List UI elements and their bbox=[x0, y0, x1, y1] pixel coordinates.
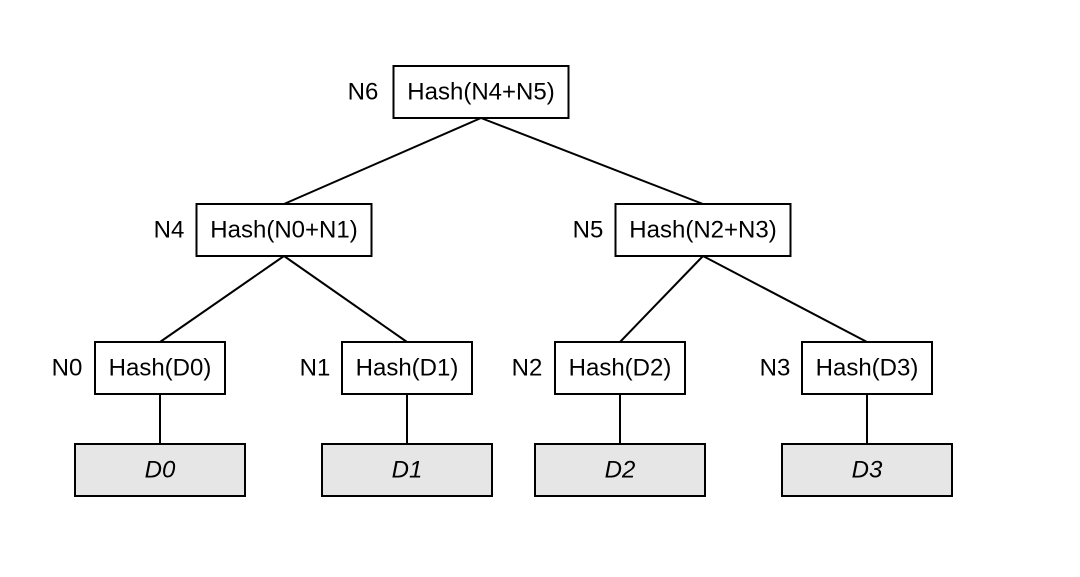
node-label-N3: Hash(D3) bbox=[816, 354, 919, 381]
edge-N4-N0 bbox=[160, 256, 284, 342]
hash-node-N3: Hash(D3) N3 bbox=[760, 342, 932, 394]
edge-N6-N4 bbox=[284, 118, 481, 204]
hash-node-N1: Hash(D1) N1 bbox=[300, 342, 472, 394]
data-node-D2: D2 bbox=[535, 444, 705, 496]
node-label-D3: D3 bbox=[852, 456, 883, 483]
hash-node-N4: Hash(N0+N1) N4 bbox=[154, 204, 372, 256]
node-name-N3: N3 bbox=[760, 354, 791, 381]
node-label-D2: D2 bbox=[605, 456, 636, 483]
node-label-N5: Hash(N2+N3) bbox=[629, 216, 776, 243]
node-label-N2: Hash(D2) bbox=[569, 354, 672, 381]
hash-node-N2: Hash(D2) N2 bbox=[512, 342, 685, 394]
edge-N5-N2 bbox=[620, 256, 703, 342]
data-node-D0: D0 bbox=[75, 444, 245, 496]
node-label-D0: D0 bbox=[145, 456, 176, 483]
node-label-D1: D1 bbox=[392, 456, 423, 483]
edge-N6-N5 bbox=[481, 118, 703, 204]
data-node-D3: D3 bbox=[782, 444, 952, 496]
edge-N5-N3 bbox=[703, 256, 867, 342]
edge-N4-N1 bbox=[284, 256, 407, 342]
node-name-N5: N5 bbox=[573, 216, 604, 243]
node-label-N0: Hash(D0) bbox=[109, 354, 212, 381]
node-name-N1: N1 bbox=[300, 354, 331, 381]
merkle-tree-diagram: Hash(N4+N5)N6Hash(N0+N1)N4Hash(N2+N3)N5H… bbox=[0, 0, 1080, 577]
node-name-N0: N0 bbox=[52, 354, 83, 381]
hash-node-N6: Hash(N4+N5) N6 bbox=[348, 66, 569, 118]
data-node-D1: D1 bbox=[322, 444, 492, 496]
edges-group bbox=[160, 118, 867, 444]
node-label-N6: Hash(N4+N5) bbox=[407, 78, 554, 105]
hash-node-N0: Hash(D0) N0 bbox=[52, 342, 225, 394]
node-name-N6: N6 bbox=[348, 78, 379, 105]
node-label-N1: Hash(D1) bbox=[356, 354, 459, 381]
node-name-N2: N2 bbox=[512, 354, 543, 381]
node-label-N4: Hash(N0+N1) bbox=[210, 216, 357, 243]
node-name-N4: N4 bbox=[154, 216, 185, 243]
hash-node-N5: Hash(N2+N3) N5 bbox=[573, 204, 791, 256]
